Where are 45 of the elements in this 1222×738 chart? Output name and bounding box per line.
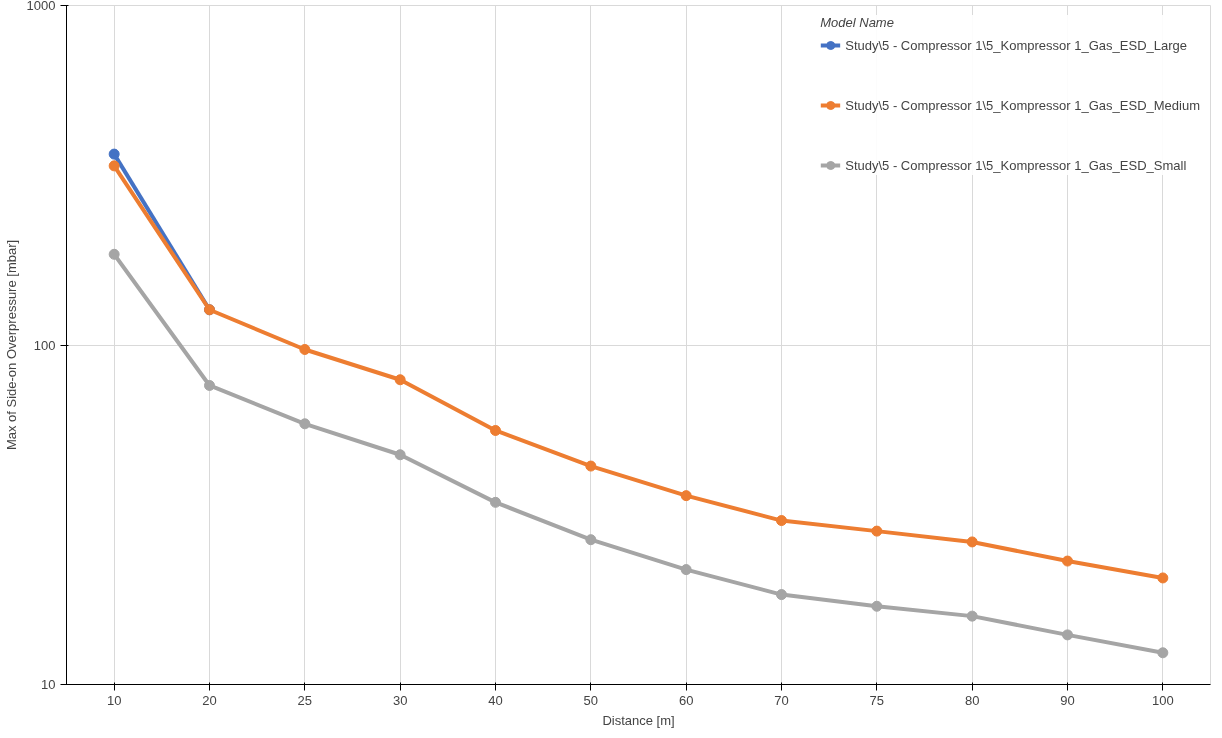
y-tick-label: 1000 [26, 0, 56, 13]
point [680, 490, 692, 502]
x-tick-label: 40 [488, 692, 503, 708]
legend-label: Study\5 - Compressor 1\5_Kompressor 1_Gas_ESD_Small [845, 157, 1187, 173]
point [490, 425, 501, 436]
y-axis-title: Max of Side-on Overpressure [mbar] [3, 239, 19, 451]
point [1062, 555, 1073, 567]
point [585, 460, 597, 472]
point [966, 536, 978, 548]
point [1062, 629, 1073, 641]
x-axis-title: Distance [m] [602, 712, 675, 728]
point [1157, 572, 1169, 584]
point [108, 160, 120, 172]
point [204, 379, 215, 391]
point [490, 496, 501, 508]
point [299, 418, 311, 430]
x-tick-label: 80 [964, 692, 980, 708]
point [299, 344, 311, 355]
point [1157, 647, 1169, 659]
x-tick-label: 100 [1151, 692, 1174, 708]
point [966, 610, 978, 622]
x-tick-label: 60 [678, 692, 694, 708]
x-tick-label: 25 [297, 692, 313, 708]
point [585, 534, 597, 546]
point [108, 248, 120, 260]
point [394, 374, 406, 386]
x-tick-label: 10 [106, 692, 122, 708]
point [776, 515, 787, 527]
point [871, 600, 883, 612]
point [680, 564, 692, 576]
x-tick-label: 75 [869, 692, 885, 708]
y-tick-label: 10 [41, 677, 56, 692]
legend-label: Study\5 - Compressor 1\5_Kompressor 1_Gas_ESD_Medium [845, 97, 1200, 113]
x-tick-label: 70 [774, 692, 789, 708]
point [108, 148, 120, 160]
x-tick-label: 90 [1060, 692, 1075, 708]
y-tick-label: 100 [33, 337, 56, 353]
legend-label: Study\5 - Compressor 1\5_Kompressor 1_Gas_ESD_Large [845, 37, 1188, 53]
x-tick-label: 50 [583, 692, 599, 708]
x-tick-label: 30 [392, 692, 408, 708]
point [871, 525, 883, 537]
legend-title: Model Name [820, 15, 895, 30]
x-tick-label: 20 [202, 692, 217, 708]
point [776, 589, 787, 601]
point [394, 449, 406, 461]
